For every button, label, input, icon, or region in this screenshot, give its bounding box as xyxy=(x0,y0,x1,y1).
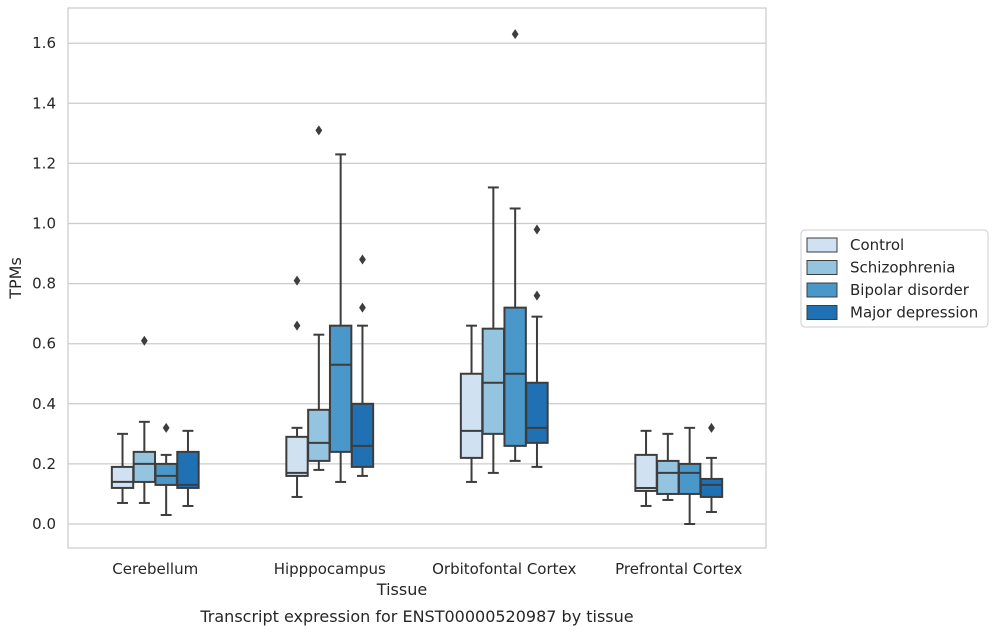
x-axis-title: Tissue xyxy=(376,580,427,599)
box-control xyxy=(634,429,658,507)
legend-label: Schizophrenia xyxy=(850,259,955,277)
y-tick-label: 1.4 xyxy=(32,94,56,112)
box-bipolar-disorder xyxy=(328,153,353,483)
box-iqr xyxy=(154,462,178,486)
box-schizophrenia xyxy=(132,335,157,504)
outlier-point xyxy=(293,320,301,331)
x-tick-label: Cerebellum xyxy=(112,560,198,578)
y-tick-label: 0.4 xyxy=(32,395,56,413)
outlier-point xyxy=(315,125,323,136)
y-tick-label: 1.0 xyxy=(32,215,56,233)
chart-caption: Transcript expression for ENST0000052098… xyxy=(199,607,633,626)
x-tick-label: Hipppocampus xyxy=(274,560,386,578)
outlier-point xyxy=(162,422,170,433)
legend-label: Major depression xyxy=(850,304,978,322)
legend-swatch xyxy=(806,260,838,275)
y-tick-labels: 0.0 0.2 0.4 0.6 0.8 1.0 1.2 1.4 1.6 xyxy=(32,34,56,533)
box-bipolar-disorder xyxy=(154,422,178,516)
legend-frame xyxy=(800,229,989,328)
box-plots xyxy=(110,29,724,525)
outlier-point xyxy=(359,254,366,265)
y-tick-label: 0.6 xyxy=(32,335,56,353)
legend-swatch xyxy=(806,237,838,253)
outlier-point xyxy=(140,335,148,346)
outlier-point xyxy=(533,224,541,235)
box-control xyxy=(110,432,135,504)
x-tick-label: Prefrontal Cortex xyxy=(615,560,742,578)
box-schizophrenia xyxy=(656,432,680,501)
box-iqr xyxy=(110,465,135,489)
y-tick-label: 0.0 xyxy=(32,515,56,533)
box-major-depression xyxy=(350,254,375,477)
legend-swatch xyxy=(806,305,838,320)
outlier-point xyxy=(293,275,301,286)
box-iqr xyxy=(132,450,157,483)
box-control xyxy=(285,275,309,498)
box-schizophrenia xyxy=(307,125,331,471)
box-major-depression xyxy=(176,429,200,507)
box-major-depression xyxy=(525,224,549,468)
box-iqr xyxy=(634,453,658,492)
y-tick-label: 0.8 xyxy=(32,275,56,293)
plot-frame xyxy=(67,7,767,549)
box-iqr xyxy=(699,477,724,498)
y-tick-label: 1.6 xyxy=(32,34,56,52)
box-iqr xyxy=(459,372,484,459)
legend: Control Schizophrenia Bipolar disorder Majo… xyxy=(800,229,989,328)
box-schizophrenia xyxy=(481,186,506,474)
outlier-point xyxy=(511,29,519,40)
legend-label: Control xyxy=(850,236,904,254)
y-tick-label: 1.2 xyxy=(32,154,56,172)
box-iqr xyxy=(503,306,527,447)
y-axis-title: TPMs xyxy=(6,257,25,300)
box-iqr xyxy=(525,381,549,444)
outlier-point xyxy=(533,290,541,301)
box-bipolar-disorder xyxy=(677,426,702,525)
legend-label: Bipolar disorder xyxy=(850,281,970,299)
box-bipolar-disorder xyxy=(503,29,527,462)
box-iqr xyxy=(677,462,702,495)
box-iqr xyxy=(176,450,200,489)
box-iqr xyxy=(656,459,680,495)
box-iqr xyxy=(328,324,353,453)
box-iqr xyxy=(481,327,506,435)
box-iqr xyxy=(307,408,331,462)
box-iqr xyxy=(350,402,375,468)
box-major-depression xyxy=(699,422,724,513)
outlier-point xyxy=(708,422,715,433)
box-iqr xyxy=(285,435,309,477)
legend-swatch xyxy=(806,282,838,298)
x-tick-label: Orbitofontal Cortex xyxy=(432,560,576,578)
box-control xyxy=(459,324,484,483)
y-tick-label: 0.2 xyxy=(32,455,56,473)
grid-lines xyxy=(68,42,766,525)
outlier-point xyxy=(359,302,366,313)
x-tick-labels: Cerebellum Hipppocampus Orbitofontal Corte… xyxy=(112,560,742,578)
